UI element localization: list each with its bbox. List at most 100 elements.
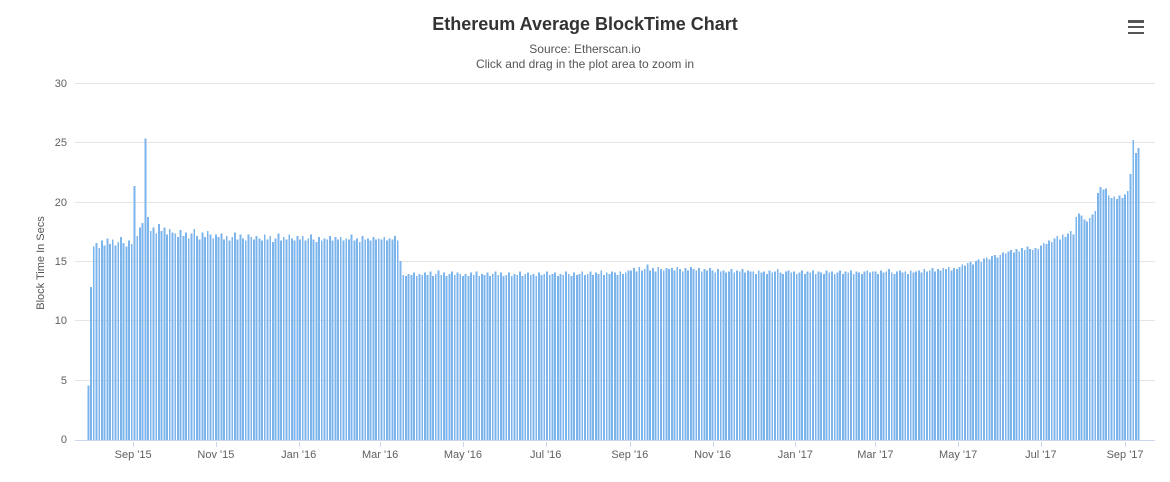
bar[interactable] <box>182 235 185 440</box>
bar[interactable] <box>272 241 274 440</box>
bar[interactable] <box>323 238 326 440</box>
bar[interactable] <box>947 266 950 440</box>
bar[interactable] <box>231 237 234 440</box>
bar[interactable] <box>608 273 611 440</box>
bar[interactable] <box>1002 252 1004 440</box>
bar[interactable] <box>426 275 429 440</box>
bar[interactable] <box>1132 139 1135 440</box>
bar[interactable] <box>491 273 494 440</box>
bar[interactable] <box>529 275 532 440</box>
bar[interactable] <box>1026 246 1029 440</box>
bar[interactable] <box>508 272 510 440</box>
bar[interactable] <box>554 272 557 440</box>
bar[interactable] <box>399 260 402 440</box>
bar[interactable] <box>551 273 554 440</box>
bar[interactable] <box>380 239 383 440</box>
bar[interactable] <box>497 275 500 440</box>
bar[interactable] <box>456 272 459 440</box>
bar[interactable] <box>950 270 953 440</box>
bar[interactable] <box>727 271 730 440</box>
bar[interactable] <box>478 276 481 440</box>
bar[interactable] <box>1113 196 1116 440</box>
bar[interactable] <box>103 245 106 440</box>
bar[interactable] <box>923 269 926 440</box>
bar[interactable] <box>179 229 182 440</box>
bar[interactable] <box>201 232 204 440</box>
bar[interactable] <box>228 240 231 440</box>
bar[interactable] <box>1029 248 1032 440</box>
bar[interactable] <box>486 272 489 440</box>
bar[interactable] <box>1118 195 1121 440</box>
bar[interactable] <box>535 276 538 440</box>
bar[interactable] <box>543 273 546 440</box>
bar[interactable] <box>844 271 847 440</box>
bar[interactable] <box>193 228 196 440</box>
bar[interactable] <box>263 234 266 440</box>
bar[interactable] <box>1086 221 1089 440</box>
bar[interactable] <box>130 244 133 440</box>
bar[interactable] <box>776 269 779 440</box>
bar[interactable] <box>855 271 858 440</box>
bar[interactable] <box>1045 244 1048 440</box>
bar[interactable] <box>147 216 150 440</box>
bar[interactable] <box>141 222 144 440</box>
bar[interactable] <box>391 239 394 440</box>
bar[interactable] <box>657 266 660 440</box>
chart-context-menu-button[interactable] <box>1128 20 1146 34</box>
bar[interactable] <box>1007 251 1010 440</box>
bar[interactable] <box>779 272 782 440</box>
bar[interactable] <box>749 271 752 440</box>
bar[interactable] <box>860 273 863 440</box>
bar[interactable] <box>863 271 866 440</box>
bar[interactable] <box>1105 188 1108 440</box>
bar[interactable] <box>101 240 103 440</box>
bar[interactable] <box>893 273 896 440</box>
bar[interactable] <box>687 270 690 440</box>
bar[interactable] <box>453 275 456 440</box>
bar[interactable] <box>654 271 657 440</box>
bar[interactable] <box>429 271 432 440</box>
bar[interactable] <box>117 241 120 440</box>
bar[interactable] <box>909 270 912 440</box>
bar[interactable] <box>869 272 871 440</box>
bar[interactable] <box>494 271 497 440</box>
bar[interactable] <box>817 271 820 440</box>
bar[interactable] <box>993 254 996 440</box>
bar[interactable] <box>212 238 215 440</box>
bar[interactable] <box>912 272 915 440</box>
bar[interactable] <box>953 267 956 440</box>
bar[interactable] <box>242 238 244 440</box>
bar[interactable] <box>521 276 524 440</box>
bar[interactable] <box>223 239 225 440</box>
bar[interactable] <box>282 237 285 440</box>
bar[interactable] <box>782 273 785 440</box>
bar[interactable] <box>966 263 969 440</box>
bar[interactable] <box>345 238 348 440</box>
bar[interactable] <box>255 235 258 440</box>
bar[interactable] <box>945 269 947 440</box>
bar[interactable] <box>217 237 220 440</box>
bar[interactable] <box>803 273 806 440</box>
bar[interactable] <box>597 273 600 440</box>
bar[interactable] <box>991 256 994 440</box>
bar[interactable] <box>839 270 842 440</box>
bar[interactable] <box>261 240 263 440</box>
bar[interactable] <box>266 239 269 440</box>
bar[interactable] <box>768 270 771 440</box>
bar[interactable] <box>676 266 679 440</box>
bar[interactable] <box>290 238 293 440</box>
bar[interactable] <box>1129 174 1132 440</box>
bar[interactable] <box>565 271 567 440</box>
bar[interactable] <box>434 273 437 440</box>
bar[interactable] <box>299 239 301 440</box>
bar[interactable] <box>413 272 415 440</box>
bar[interactable] <box>95 243 98 440</box>
bar[interactable] <box>196 235 198 440</box>
bar[interactable] <box>744 272 747 440</box>
bar[interactable] <box>787 270 790 440</box>
bar[interactable] <box>442 272 445 440</box>
bar[interactable] <box>841 273 844 440</box>
bar[interactable] <box>616 275 619 440</box>
bar[interactable] <box>274 238 277 440</box>
bar[interactable] <box>703 269 706 440</box>
